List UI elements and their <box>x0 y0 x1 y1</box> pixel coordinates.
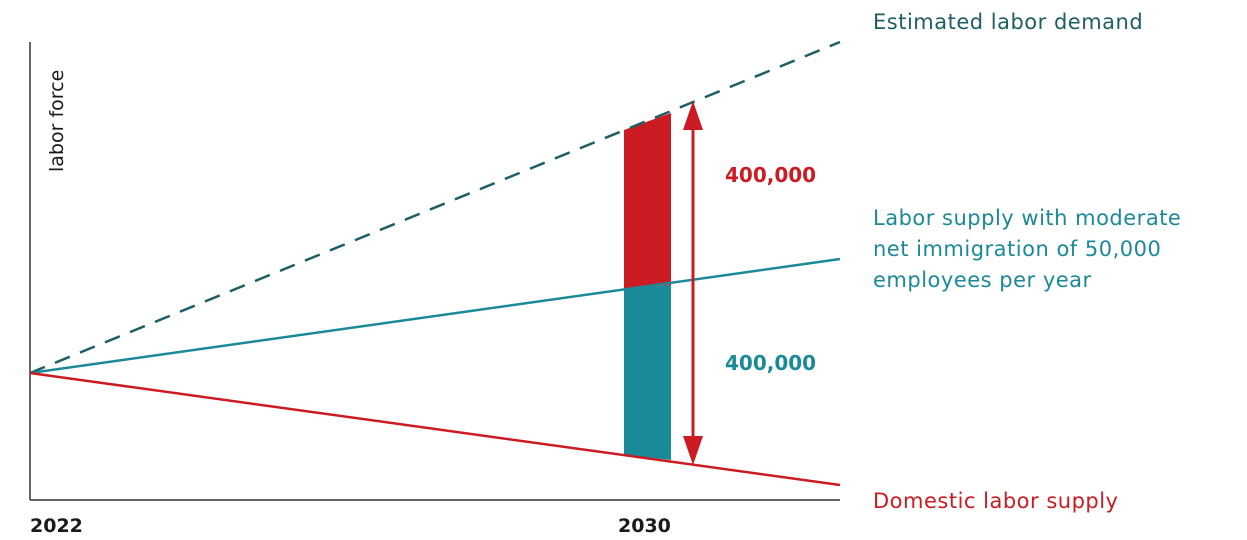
series-line-immigration <box>29 257 841 375</box>
series-line-domestic <box>29 371 841 487</box>
series-label-immigration-line1: Labor supply with moderate <box>873 206 1181 230</box>
gap-arrow-head-top <box>683 101 703 130</box>
gap-bar-immigration <box>624 285 671 460</box>
series-label-immigration: Labor supply with moderate net immigrati… <box>873 206 1189 292</box>
gap-arrow-head-bottom <box>683 436 703 465</box>
series-line-demand <box>29 40 841 375</box>
series-label-domestic: Domestic labor supply <box>873 489 1119 513</box>
x-tick-label-2022: 2022 <box>30 515 83 537</box>
x-tick-label-2030: 2030 <box>618 515 671 537</box>
gap-bar-demand <box>624 113 671 289</box>
series-label-immigration-line2: net immigration of 50,000 <box>873 237 1161 261</box>
y-axis-label: labor force <box>46 70 68 172</box>
gap-label-immigration: 400,000 <box>725 351 816 375</box>
series-label-demand: Estimated labor demand <box>873 10 1143 34</box>
gap-label-demand: 400,000 <box>725 163 816 187</box>
series-label-immigration-line3: employees per year <box>873 268 1092 292</box>
